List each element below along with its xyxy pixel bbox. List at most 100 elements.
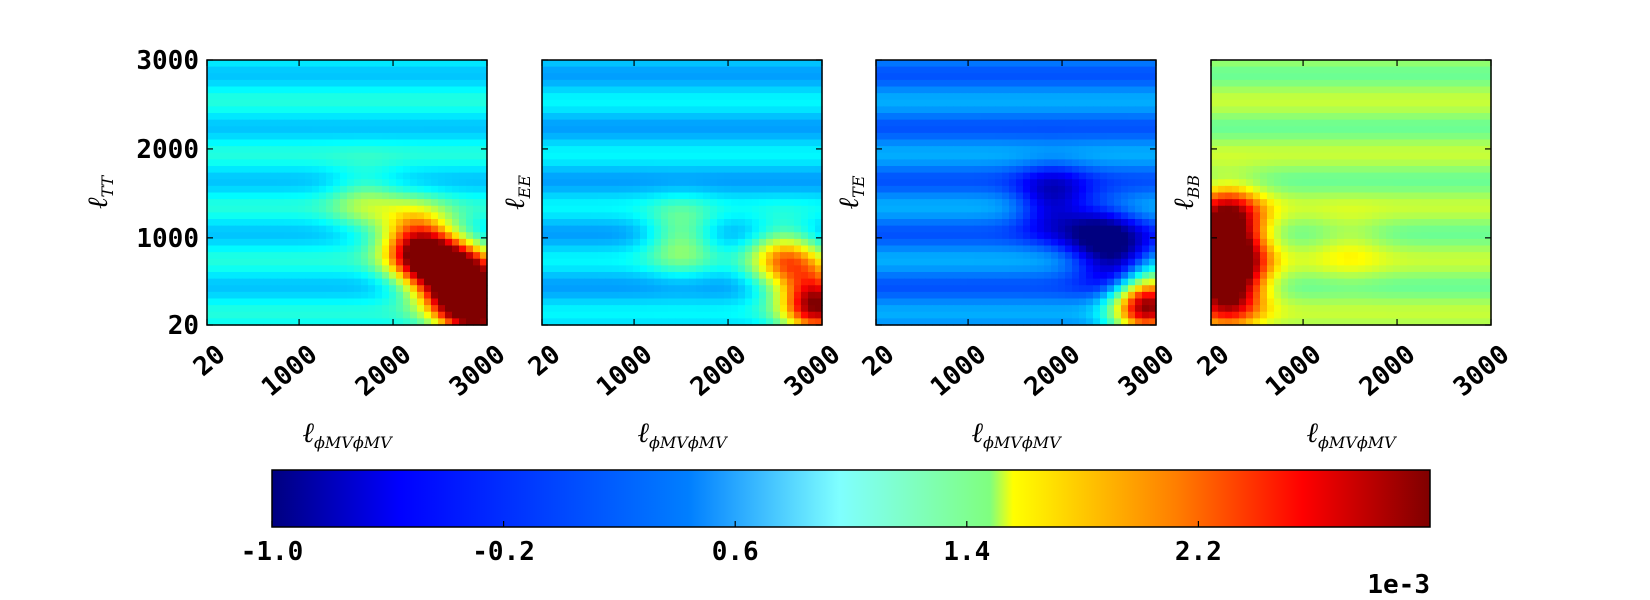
heatmap-cell (710, 272, 718, 280)
heatmap-cell (654, 258, 662, 266)
heatmap-cell (696, 179, 704, 187)
heatmap-cell (801, 232, 809, 240)
heatmap-cell (605, 166, 613, 174)
heatmap-cell (598, 60, 606, 68)
heatmap-cell (417, 252, 425, 260)
heatmap-cell (361, 232, 369, 240)
heatmap-cell (424, 113, 432, 121)
heatmap-cell (1016, 265, 1024, 273)
heatmap-cell (277, 305, 285, 313)
heatmap-cell (361, 86, 369, 94)
heatmap-cell (480, 79, 488, 88)
heatmap-cell (808, 139, 816, 147)
heatmap-cell (876, 238, 884, 247)
heatmap-cell (1030, 126, 1038, 134)
heatmap-cell (291, 225, 299, 233)
heatmap-cell (459, 86, 467, 94)
heatmap-cell (1016, 219, 1024, 227)
heatmap-cell (612, 132, 620, 141)
heatmap-cell (1093, 126, 1101, 134)
heatmap-cell (305, 152, 313, 160)
heatmap-cell (724, 106, 732, 114)
heatmap-cell (815, 298, 823, 306)
heatmap-cell (1044, 166, 1052, 174)
heatmap-cell (759, 265, 767, 273)
heatmap-cell (382, 298, 390, 306)
heatmap-cell (556, 318, 564, 326)
heatmap-cell (319, 106, 327, 114)
heatmap-cell (1114, 99, 1122, 107)
heatmap-cell (815, 278, 823, 286)
heatmap-cell (298, 132, 306, 141)
heatmap-cell (738, 146, 746, 154)
heatmap-cell (1079, 258, 1087, 266)
heatmap-cell (731, 265, 739, 273)
heatmap-cell (1072, 119, 1080, 127)
heatmap-cell (598, 73, 606, 81)
heatmap-cell (1002, 185, 1010, 194)
heatmap-cell (284, 113, 292, 121)
heatmap-cell (738, 60, 746, 68)
heatmap-cell (876, 258, 884, 266)
heatmap-cell (368, 199, 376, 207)
heatmap-cell (668, 146, 676, 154)
heatmap-cell (1149, 305, 1157, 313)
heatmap-cell (724, 311, 732, 319)
heatmap-cell (1058, 291, 1066, 300)
heatmap-cell (1107, 73, 1115, 81)
heatmap-cell (228, 185, 236, 194)
heatmap-cell (932, 285, 940, 293)
heatmap-cell (1316, 73, 1324, 81)
heatmap-cell (1072, 159, 1080, 167)
heatmap-cell (640, 278, 648, 286)
heatmap-cell (312, 285, 320, 293)
heatmap-cell (883, 258, 891, 266)
heatmap-cell (549, 185, 557, 194)
heatmap-cell (815, 265, 823, 273)
heatmap-cell (967, 139, 975, 147)
heatmap-cell (1051, 265, 1059, 273)
heatmap-cell (876, 73, 884, 81)
heatmap-cell (682, 311, 690, 319)
heatmap-cell (284, 172, 292, 180)
heatmap-cell (396, 278, 404, 286)
heatmap-cell (1114, 113, 1122, 121)
heatmap-cell (1323, 60, 1331, 68)
heatmap-cell (438, 113, 446, 121)
heatmap-cell (925, 159, 933, 167)
heatmap-cell (1065, 60, 1073, 68)
heatmap-cell (1086, 79, 1094, 88)
heatmap-cell (207, 159, 215, 167)
heatmap-cell (242, 60, 250, 68)
heatmap-cell (256, 232, 264, 240)
heatmap-cell (340, 132, 348, 141)
heatmap-cell (717, 66, 725, 74)
heatmap-cell (207, 132, 215, 141)
heatmap-cell (570, 126, 578, 134)
heatmap-cell (466, 119, 474, 127)
heatmap-cell (333, 318, 341, 326)
heatmap-cell (354, 199, 362, 207)
heatmap-cell (549, 298, 557, 306)
heatmap-cell (605, 152, 613, 160)
heatmap-cell (466, 132, 474, 141)
heatmap-cell (410, 258, 418, 266)
heatmap-cell (1044, 272, 1052, 280)
heatmap-cell (333, 219, 341, 227)
heatmap-cell (745, 298, 753, 306)
heatmap-cell (570, 258, 578, 266)
heatmap-cell (445, 205, 453, 213)
heatmap-cell (1114, 159, 1122, 167)
heatmap-cell (960, 225, 968, 233)
heatmap-cell (724, 179, 732, 187)
heatmap-cell (731, 99, 739, 107)
heatmap-cell (291, 93, 299, 101)
heatmap-cell (263, 172, 271, 180)
heatmap-cell (1086, 278, 1094, 286)
heatmap-cell (953, 66, 961, 74)
heatmap-cell (932, 166, 940, 174)
heatmap-cell (710, 99, 718, 107)
heatmap-cell (801, 172, 809, 180)
heatmap-cell (333, 66, 341, 74)
heatmap-cell (773, 146, 781, 154)
